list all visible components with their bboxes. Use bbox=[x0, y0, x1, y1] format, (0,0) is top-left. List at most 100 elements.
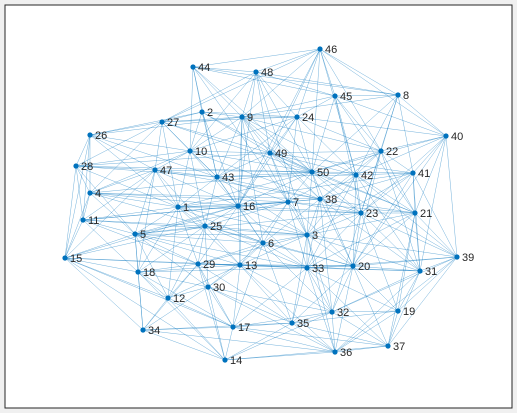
edge-21-31 bbox=[414, 212, 421, 272]
edge-50-42 bbox=[311, 171, 357, 176]
edge-17-36 bbox=[232, 326, 336, 353]
edge-29-14 bbox=[197, 263, 226, 361]
node-38 bbox=[317, 196, 323, 202]
edge-46-45 bbox=[319, 48, 336, 97]
edge-21-39 bbox=[414, 212, 458, 258]
edge-17-14 bbox=[224, 326, 234, 361]
node-42 bbox=[353, 172, 359, 178]
edge-7-5 bbox=[134, 201, 289, 235]
edge-27-4 bbox=[89, 121, 163, 194]
edge-27-26 bbox=[89, 121, 163, 136]
edge-1-7 bbox=[177, 201, 289, 208]
edge-38-31 bbox=[319, 198, 421, 272]
edge-47-4 bbox=[89, 169, 156, 194]
edge-24-40 bbox=[296, 116, 447, 137]
edge-38-21 bbox=[319, 198, 416, 214]
node-12 bbox=[165, 295, 171, 301]
edge-43-1 bbox=[177, 176, 218, 208]
edge-39-32 bbox=[331, 256, 458, 313]
edge-50-3 bbox=[306, 171, 313, 236]
node-35 bbox=[289, 320, 295, 326]
node-label-20: 20 bbox=[358, 261, 370, 273]
node-label-10: 10 bbox=[195, 146, 207, 158]
edge-3-36 bbox=[306, 234, 336, 353]
edge-38-3 bbox=[306, 198, 321, 236]
edge-7-20 bbox=[287, 201, 354, 267]
edge-6-35 bbox=[262, 242, 293, 324]
edge-25-30 bbox=[204, 225, 209, 288]
edge-46-16 bbox=[237, 48, 321, 207]
edge-19-37 bbox=[387, 310, 399, 347]
edge-39-19 bbox=[397, 256, 458, 312]
labels-layer: 1234567891011121314151617181920212223242… bbox=[70, 44, 474, 367]
node-48 bbox=[253, 69, 259, 75]
edge-5-33 bbox=[134, 233, 308, 269]
edge-5-3 bbox=[134, 233, 308, 236]
edge-48-24 bbox=[255, 71, 298, 118]
node-label-34: 34 bbox=[148, 325, 160, 337]
edge-5-25 bbox=[134, 225, 206, 235]
node-label-21: 21 bbox=[420, 208, 432, 220]
edge-16-33 bbox=[237, 205, 308, 269]
edge-5-12 bbox=[134, 233, 169, 299]
node-8 bbox=[395, 92, 401, 98]
node-10 bbox=[187, 148, 193, 154]
edge-17-32 bbox=[232, 311, 333, 328]
edge-47-43 bbox=[154, 169, 218, 178]
node-26 bbox=[87, 132, 93, 138]
edge-5-30 bbox=[134, 233, 209, 288]
edge-8-50 bbox=[311, 94, 399, 173]
edge-6-13 bbox=[239, 242, 264, 266]
node-label-46: 46 bbox=[325, 44, 337, 56]
edge-4-1 bbox=[89, 192, 179, 208]
edge-7-21 bbox=[287, 201, 416, 214]
edge-47-1 bbox=[154, 169, 179, 208]
node-19 bbox=[395, 308, 401, 314]
edge-46-42 bbox=[319, 48, 357, 176]
node-3 bbox=[304, 232, 310, 238]
edge-43-49 bbox=[216, 152, 271, 178]
node-label-31: 31 bbox=[425, 266, 437, 278]
node-6 bbox=[260, 240, 266, 246]
node-label-40: 40 bbox=[451, 131, 463, 143]
edge-11-1 bbox=[82, 206, 179, 221]
edge-4-38 bbox=[89, 192, 321, 200]
edge-22-50 bbox=[311, 150, 382, 173]
edge-20-35 bbox=[291, 265, 354, 324]
edge-11-18 bbox=[82, 219, 139, 273]
edge-16-13 bbox=[237, 205, 241, 266]
edge-21-3 bbox=[306, 212, 416, 236]
edge-12-17 bbox=[167, 297, 234, 328]
edge-28-1 bbox=[75, 165, 179, 208]
edge-23-39 bbox=[360, 212, 458, 258]
edge-3-20 bbox=[306, 234, 354, 267]
edge-35-32 bbox=[291, 311, 333, 324]
edge-48-27 bbox=[161, 71, 257, 123]
edge-30-35 bbox=[207, 286, 293, 324]
edge-47-11 bbox=[82, 169, 156, 221]
edge-4-7 bbox=[89, 192, 289, 203]
node-label-44: 44 bbox=[198, 62, 210, 74]
node-label-7: 7 bbox=[293, 197, 299, 209]
edge-6-32 bbox=[262, 242, 333, 313]
edge-35-36 bbox=[291, 322, 336, 353]
node-28 bbox=[73, 163, 79, 169]
edge-40-42 bbox=[355, 135, 447, 176]
edge-6-29 bbox=[197, 242, 264, 265]
edge-50-23 bbox=[311, 171, 362, 214]
edge-47-50 bbox=[154, 169, 313, 173]
node-37 bbox=[385, 343, 391, 349]
edge-11-25 bbox=[82, 219, 206, 227]
edge-48-3 bbox=[255, 71, 308, 236]
edge-43-42 bbox=[216, 174, 357, 178]
edge-42-39 bbox=[355, 174, 458, 258]
edge-8-40 bbox=[397, 94, 447, 137]
node-label-9: 9 bbox=[247, 112, 253, 124]
edge-17-35 bbox=[232, 322, 293, 328]
edge-13-35 bbox=[239, 264, 293, 324]
edge-40-31 bbox=[419, 135, 447, 272]
edge-39-31 bbox=[419, 256, 458, 272]
edge-9-10 bbox=[189, 116, 243, 152]
edge-4-16 bbox=[89, 192, 239, 207]
